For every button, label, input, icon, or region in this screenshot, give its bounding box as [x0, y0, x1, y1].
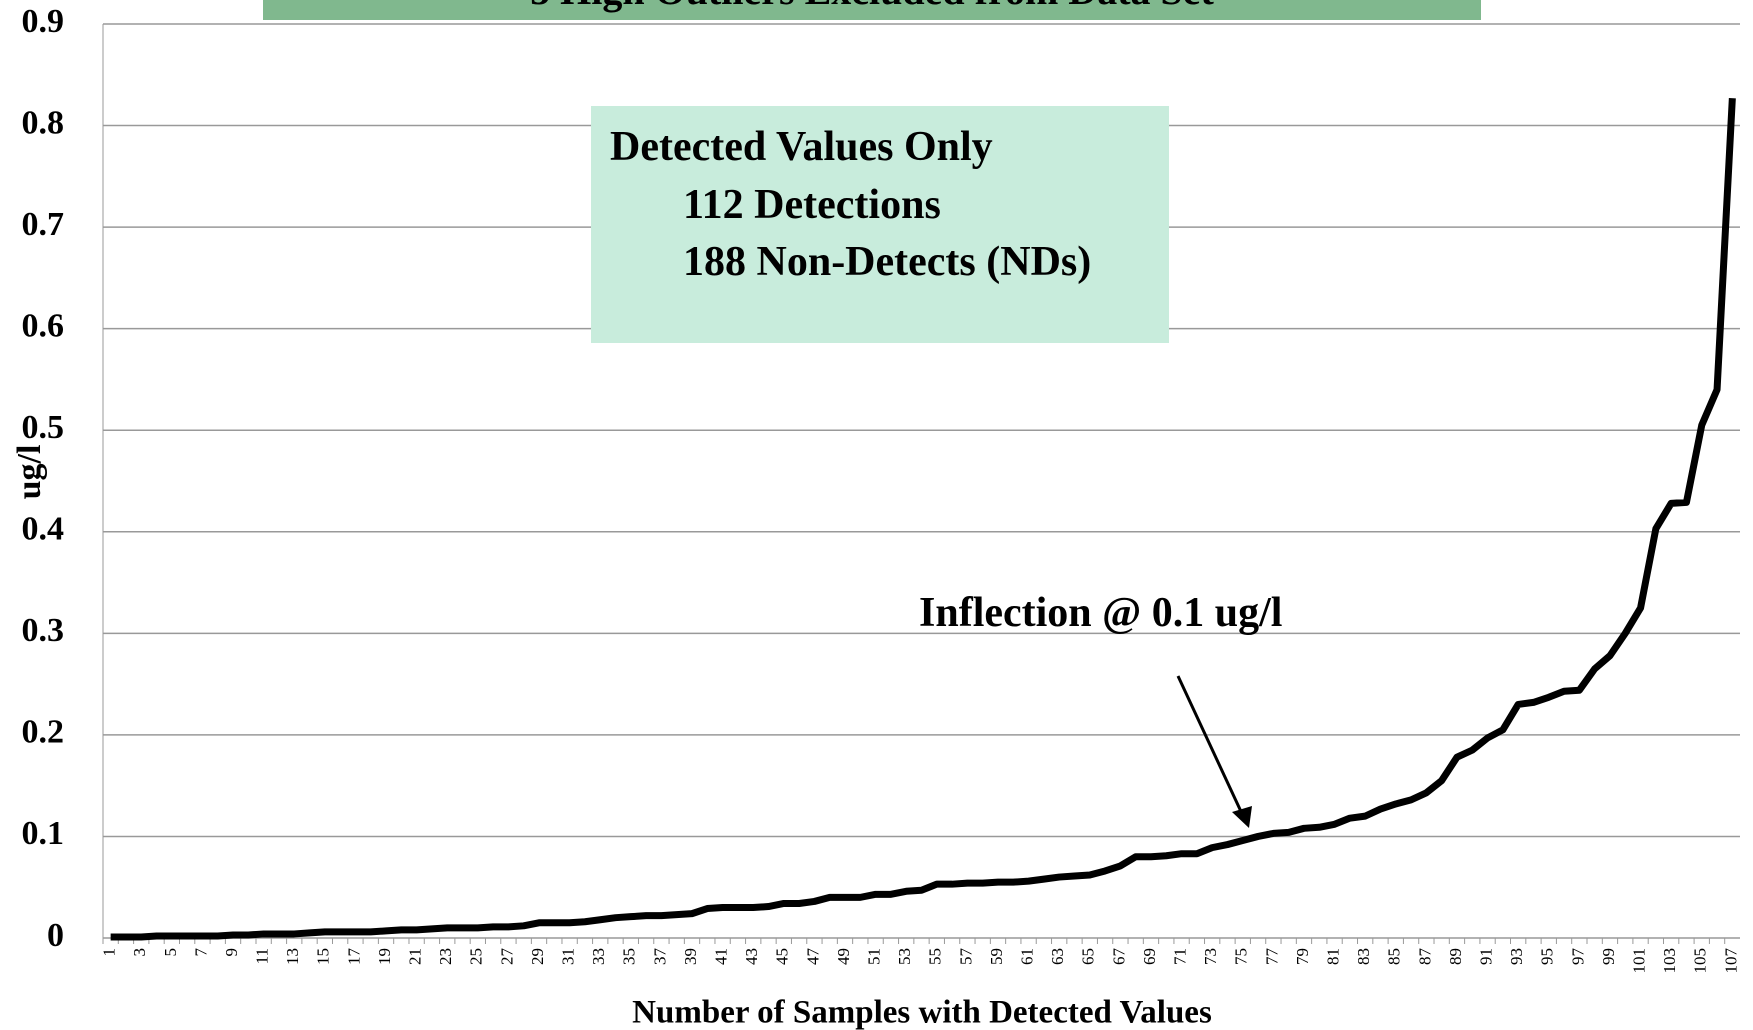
x-tick-label: 7: [191, 948, 210, 957]
x-tick-label: 27: [497, 948, 516, 966]
annotation: 188 Non-Detects (NDs): [683, 239, 1091, 285]
title-banner: [263, 0, 1481, 20]
x-tick-label: 101: [1629, 948, 1648, 974]
x-tick-label: 51: [865, 948, 884, 965]
x-tick-label: 105: [1691, 948, 1710, 974]
x-tick-label: 83: [1354, 948, 1373, 965]
y-tick-label: 0.4: [22, 511, 65, 548]
y-tick-label: 0.1: [22, 815, 65, 852]
y-tick-label: 0.2: [22, 714, 65, 751]
y-tick-label: 0.8: [22, 104, 65, 141]
info-box: [591, 106, 1169, 343]
x-tick-label: 35: [620, 948, 639, 965]
x-tick-label: 43: [742, 948, 761, 965]
x-tick-label: 61: [1017, 948, 1036, 965]
x-tick-label: 9: [222, 948, 241, 957]
y-tick-label: 0.9: [22, 3, 65, 40]
x-tick-label: 21: [406, 948, 425, 965]
x-tick-label: 41: [712, 948, 731, 965]
x-tick-label: 23: [436, 948, 455, 965]
x-tick-label: 47: [803, 948, 822, 966]
x-tick-label: 75: [1232, 948, 1251, 965]
x-tick-label: 63: [1048, 948, 1067, 965]
x-tick-label: 65: [1079, 948, 1098, 965]
x-tick-label: 53: [895, 948, 914, 965]
x-tick-label: 25: [467, 948, 486, 965]
x-tick-label: 79: [1293, 948, 1312, 965]
chart-title: 5 High Outliers Excluded from Data Set: [530, 0, 1214, 13]
x-tick-label: 73: [1201, 948, 1220, 965]
x-tick-label: 81: [1323, 948, 1342, 965]
x-tick-label: 67: [1109, 948, 1128, 966]
x-tick-label: 29: [528, 948, 547, 965]
x-tick-label: 37: [650, 948, 669, 966]
x-tick-label: 69: [1140, 948, 1159, 965]
y-tick-label: 0.7: [22, 206, 65, 243]
x-tick-label: 45: [773, 948, 792, 965]
x-tick-label: 15: [314, 948, 333, 965]
x-tick-label: 99: [1599, 948, 1618, 965]
x-tick-label: 55: [926, 948, 945, 965]
x-tick-label: 95: [1538, 948, 1557, 965]
y-tick-label: 0.6: [22, 307, 65, 344]
x-tick-label: 57: [956, 948, 975, 966]
y-tick-label: 0.5: [22, 409, 65, 446]
arrow-head: [1232, 806, 1252, 828]
x-tick-label: 3: [130, 948, 149, 957]
x-tick-label: 71: [1170, 948, 1189, 965]
arrow-shaft: [1176, 675, 1246, 819]
x-tick-label: 17: [344, 948, 363, 966]
x-axis-label: Number of Samples with Detected Values: [632, 995, 1212, 1030]
x-tick-label: 13: [283, 948, 302, 965]
x-tick-label: 11: [253, 948, 272, 964]
x-tick-label: 97: [1568, 948, 1587, 966]
x-tick-label: 49: [834, 948, 853, 965]
x-tick-label: 31: [559, 948, 578, 965]
annotation: Detected Values Only: [610, 124, 993, 170]
x-tick-label: 89: [1446, 948, 1465, 965]
x-tick-label: 39: [681, 948, 700, 965]
x-tick-label: 1: [100, 948, 119, 957]
x-tick-label: 77: [1262, 948, 1281, 966]
x-tick-label: 5: [161, 948, 180, 957]
x-tick-label: 91: [1476, 948, 1495, 965]
x-tick-label: 33: [589, 948, 608, 965]
data-line: [110, 97, 1736, 941]
y-tick-label: 0.3: [22, 612, 65, 649]
x-tick-label: 93: [1507, 948, 1526, 965]
annotation: 112 Detections: [683, 182, 941, 228]
y-axis-label: ug/l: [11, 445, 48, 500]
x-tick-label: 103: [1660, 948, 1679, 974]
annotation: Inflection @ 0.1 ug/l: [919, 590, 1282, 636]
x-tick-label: 59: [987, 948, 1006, 965]
x-tick-label: 85: [1385, 948, 1404, 965]
x-tick-label: 87: [1415, 948, 1434, 966]
x-tick-label: 19: [375, 948, 394, 965]
y-tick-label: 0: [47, 917, 64, 954]
x-tick-label: 107: [1721, 948, 1740, 974]
